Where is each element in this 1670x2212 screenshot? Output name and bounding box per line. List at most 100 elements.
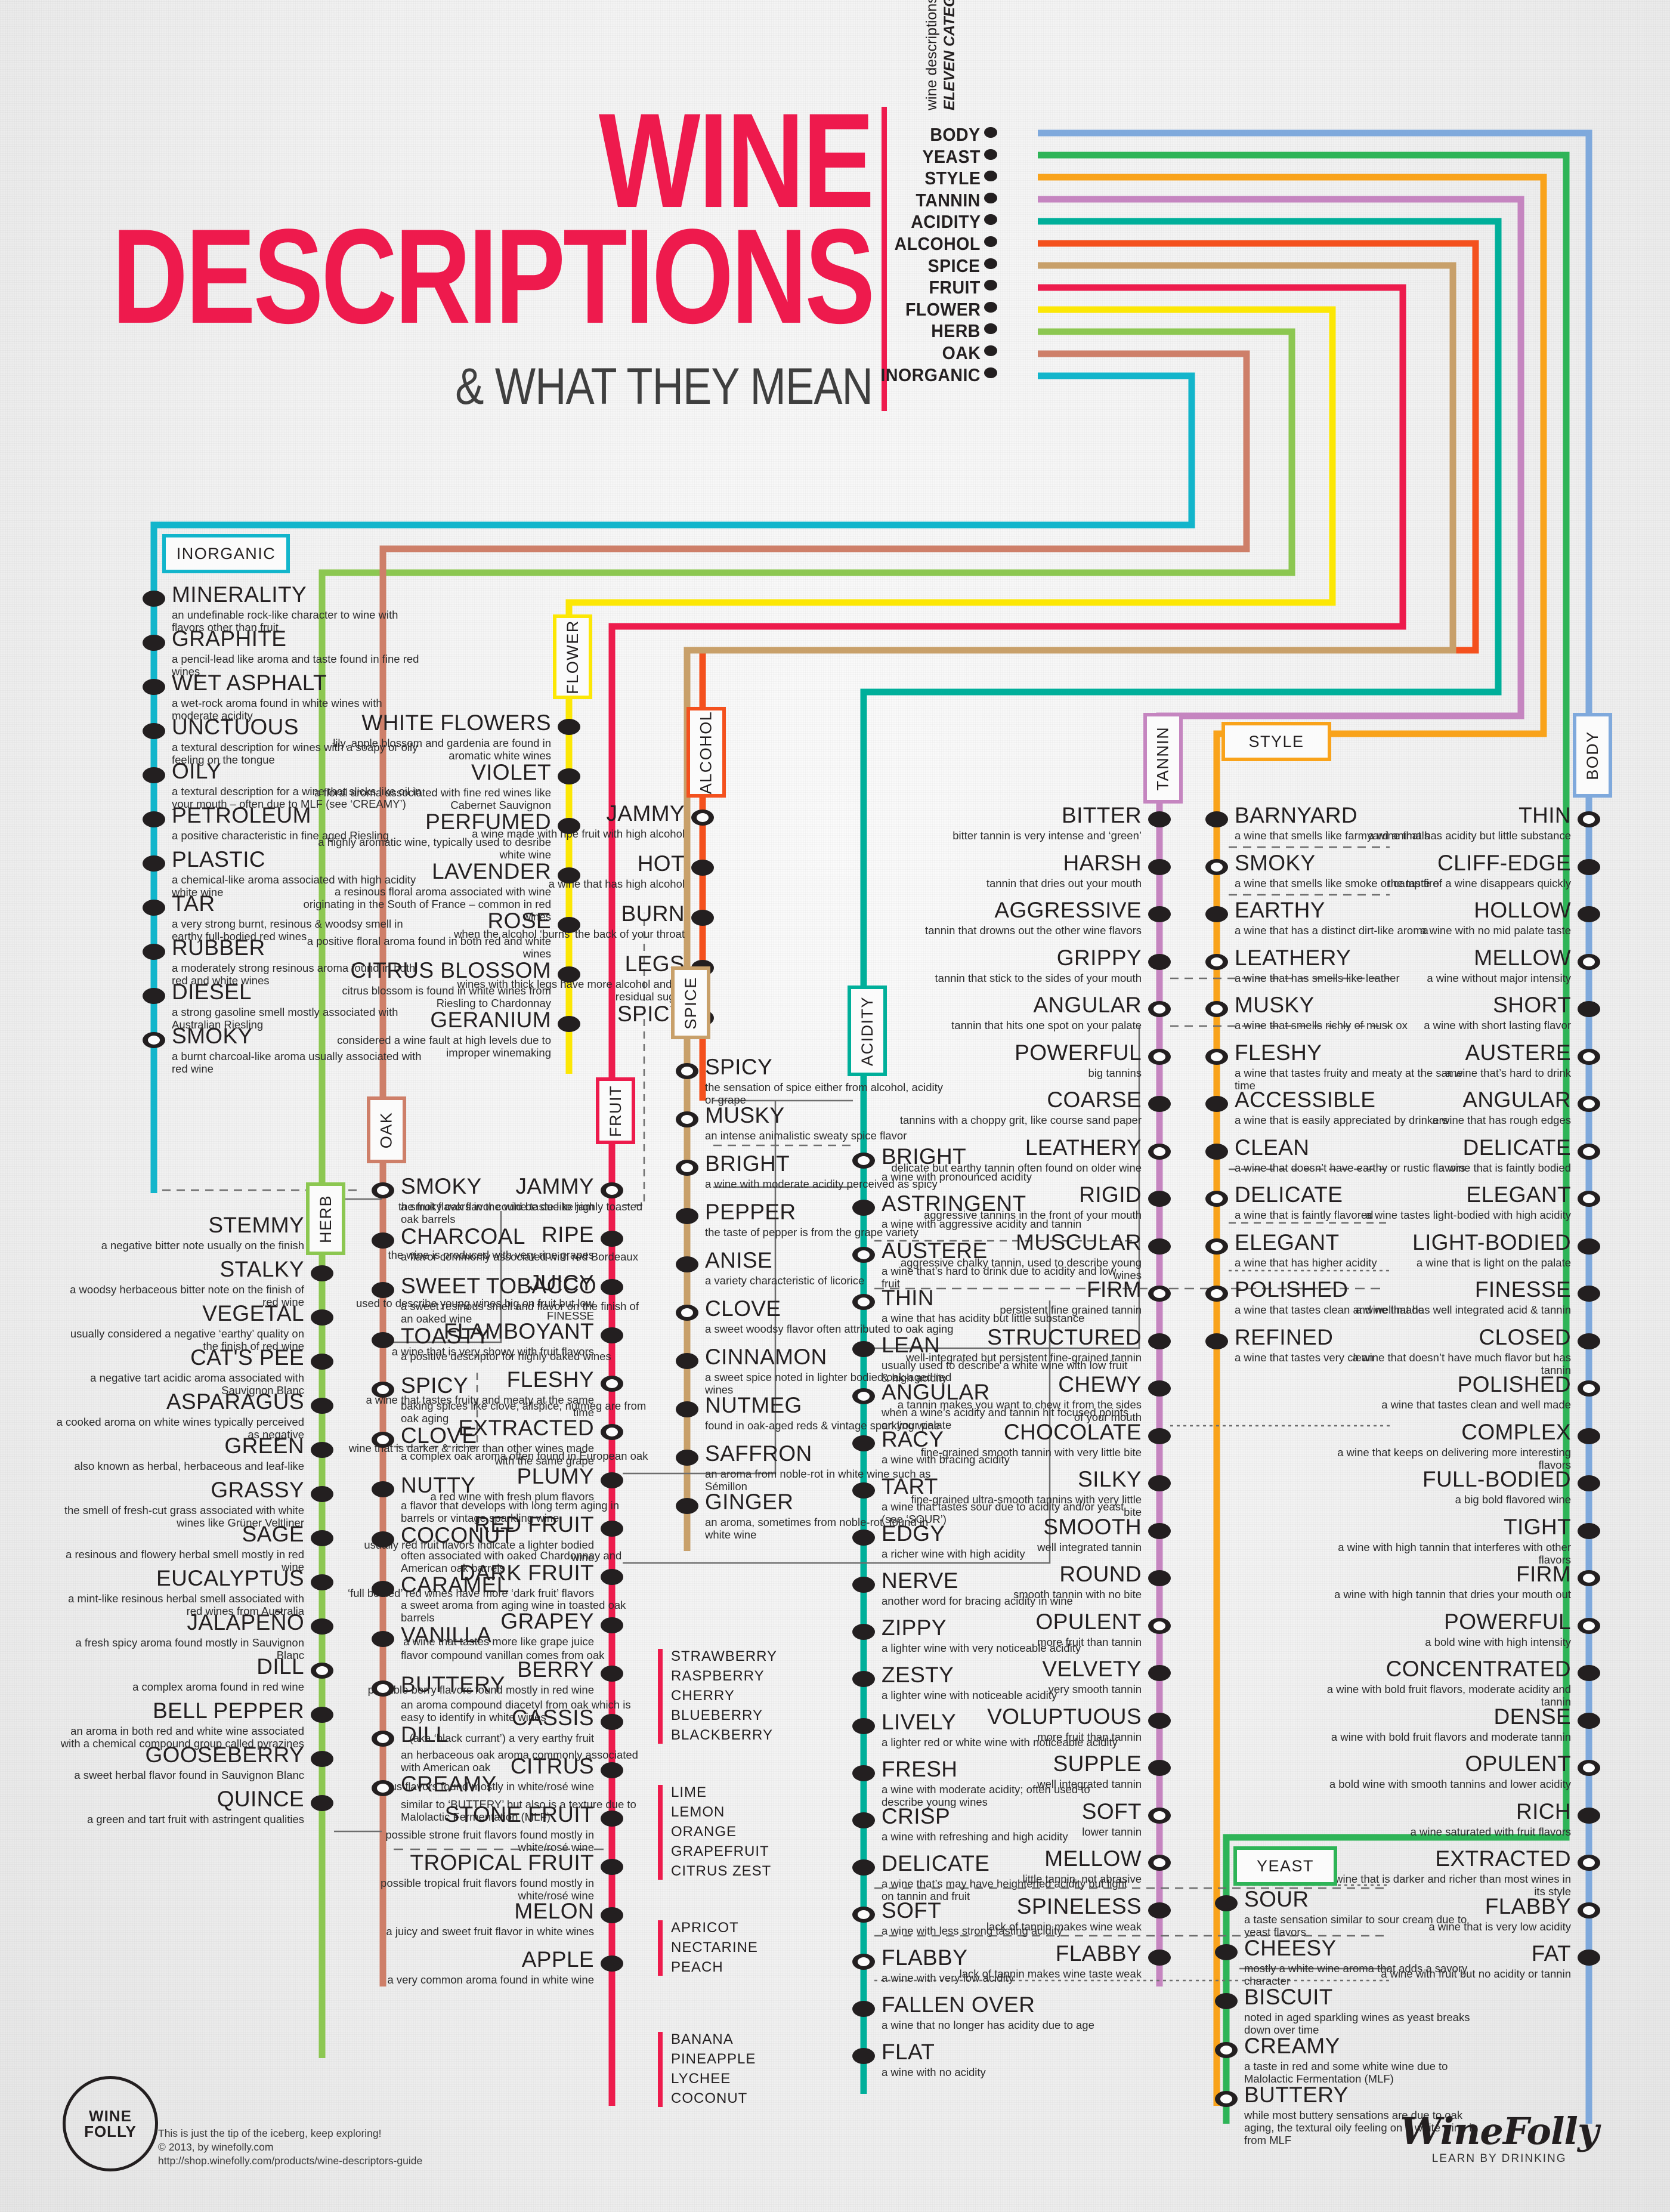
term-entry[interactable]: SHORT a wine with short lasting flavor [1320, 994, 1571, 1031]
term-entry[interactable]: DELICATE a wine that is faintly bodied [1320, 1136, 1571, 1174]
term-entry[interactable]: RIGID aggressive tannins in the front of … [891, 1184, 1142, 1221]
term-entry[interactable]: RACY a wine with bracing acidity [882, 1428, 1132, 1466]
term-entry[interactable]: ACCESSIBLE a wine that is easily apprecia… [1235, 1089, 1485, 1126]
term-entry[interactable]: CREAMY similar to ‘BUTTERY’ but also is a… [401, 1773, 651, 1823]
term-entry[interactable]: JUICY used to describe young wines big on… [344, 1272, 594, 1322]
term-entry[interactable]: SPINELESS lack of tannin makes wine weak [891, 1895, 1142, 1933]
term-entry[interactable]: FLABBY a wine that is very low acidity [1320, 1895, 1571, 1933]
term-entry[interactable]: JALAPEÑO a fresh spicy aroma found mostly… [54, 1611, 304, 1661]
term-entry[interactable]: MUSCULAR aggressive chalky tannin, used t… [891, 1231, 1142, 1281]
term-entry[interactable]: BRIGHT a wine with pronounced acidity [882, 1145, 1132, 1183]
term-entry[interactable]: EUCALYPTUS a mint-like resinous herbal sm… [54, 1567, 304, 1617]
term-entry[interactable]: SAFFRON an aroma from noble-rot in white … [705, 1442, 955, 1493]
term-entry[interactable]: CLOSED a wine that doesn’t have much flav… [1320, 1326, 1571, 1376]
term-entry[interactable]: SOUR a taste sensation similar to sour cr… [1244, 1888, 1495, 1938]
term-entry[interactable]: FLABBY a wine with very low acidity [882, 1947, 1132, 1984]
term-entry[interactable]: DELICATE a wine that is faintly flavored [1235, 1184, 1485, 1221]
term-entry[interactable]: PEPPER the taste of pepper is from the gr… [705, 1201, 955, 1238]
term-entry[interactable]: COARSE tannins with a choppy grit, like c… [891, 1089, 1142, 1126]
term-entry[interactable]: DIESEL a strong gasoline smell mostly ass… [172, 981, 422, 1031]
term-entry[interactable]: SMOKY a wine that smells like smoke or ca… [1235, 852, 1485, 889]
term-entry[interactable]: RED FRUIT usually red fruit flavors indic… [344, 1513, 594, 1564]
term-entry[interactable]: MINERALITY an undefinable rock-like chara… [172, 583, 422, 634]
term-entry[interactable]: TAR a very strong burnt, resinous & woods… [172, 892, 422, 943]
term-entry[interactable]: APPLE a very common aroma found in white … [344, 1948, 594, 1986]
term-entry[interactable]: OILY a textural description for a wine th… [172, 760, 422, 810]
term-entry[interactable]: THIN a wine that has acidity but little s… [882, 1287, 1132, 1324]
term-entry[interactable]: STEMMY a negative bitter note usually on … [54, 1214, 304, 1252]
term-entry[interactable]: ELEGANT a wine tastes light-bodied with h… [1320, 1184, 1572, 1221]
term-entry[interactable]: SOFT a wine with less strong tasting acid… [882, 1899, 1132, 1937]
term-entry[interactable]: ZESTY a lighter wine with noticeable acid… [882, 1664, 1132, 1701]
term-entry[interactable]: CLOVE a sweet woodsy flavor often attribu… [705, 1297, 955, 1335]
term-entry[interactable]: VELVETY very smooth tannin [891, 1658, 1142, 1695]
term-entry[interactable]: STRUCTURED well-integrated but persistent… [891, 1326, 1142, 1364]
term-entry[interactable]: SMOKY a smoky oak flavor could be due to … [401, 1175, 651, 1225]
term-entry[interactable]: AGGRESSIVE tannin that drowns out the oth… [891, 899, 1142, 937]
term-entry[interactable]: TIGHT a wine with high tannin that interf… [1320, 1516, 1571, 1566]
term-entry[interactable]: BUTTERY while most buttery sensations are… [1244, 2084, 1495, 2146]
term-entry[interactable]: GREEN also known as herbal, herbaceous an… [54, 1435, 304, 1472]
term-entry[interactable]: FLESHY a wine that tastes fruity and meat… [1235, 1042, 1485, 1092]
term-entry[interactable]: MUSKY a wine that smells richly of musk o… [1235, 994, 1485, 1031]
term-entry[interactable]: FIRM a wine with high tannin that dries y… [1320, 1563, 1571, 1601]
term-entry[interactable]: LIGHT-BODIED a wine that is light on the … [1320, 1231, 1571, 1269]
term-entry[interactable]: ELEGANT a wine that has higher acidity [1235, 1231, 1485, 1269]
term-entry[interactable]: ASTRINGENT a wine with aggressive acidity… [882, 1192, 1132, 1230]
term-entry[interactable]: CAT'S PEE a negative tart acidic aroma as… [54, 1346, 304, 1397]
term-entry[interactable]: CLIFF-EDGE the taste of a wine disappears… [1320, 852, 1571, 889]
term-entry[interactable]: CHEESY mostly a white wine aroma that add… [1244, 1937, 1495, 1987]
term-entry[interactable]: LEATHERY delicate but earthy tannin often… [891, 1136, 1142, 1174]
term-entry[interactable]: TOASTY a positive descriptor for highly o… [401, 1325, 651, 1363]
term-entry[interactable]: FLESHY a wine that tastes fruity and meat… [344, 1368, 594, 1419]
term-entry[interactable]: OPULENT a bold wine with smooth tannins a… [1320, 1753, 1571, 1790]
term-entry[interactable]: GRASSY the smell of fresh-cut grass assoc… [54, 1479, 304, 1529]
term-entry[interactable]: POLISHED a wine that tastes clean and wel… [1235, 1278, 1485, 1316]
term-entry[interactable]: FINESSE a wine that has well integrated a… [1320, 1278, 1571, 1316]
term-entry[interactable]: NERVE another word for bracing acidity in… [882, 1570, 1132, 1607]
term-entry[interactable]: EARTHY a wine that has a distinct dirt-li… [1235, 899, 1485, 937]
term-entry[interactable]: TART a wine that tastes sour due to acidi… [882, 1475, 1132, 1525]
term-entry[interactable]: CHOCOLATE fine-grained smooth tannin with… [891, 1421, 1142, 1459]
term-entry[interactable]: WHITE FLOWERS lily, apple blossom and gar… [301, 712, 551, 762]
term-entry[interactable]: FULL-BODIED a big bold flavored wine [1320, 1468, 1571, 1506]
term-entry[interactable]: BERRY possible berry flavors found mostly… [344, 1658, 594, 1696]
term-entry[interactable]: AUSTERE a wine that’s hard to drink [1320, 1042, 1571, 1079]
term-entry[interactable]: REFINED a wine that tastes very clean [1235, 1326, 1485, 1364]
term-entry[interactable]: JAMMY the fruit flavors in the wine taste… [344, 1175, 594, 1213]
term-entry[interactable]: SPICY the sensation of spice either from … [705, 1056, 955, 1106]
term-entry[interactable]: CITRUS citrus flavors found mostly in whi… [344, 1755, 594, 1793]
term-entry[interactable]: ROUND smooth tannin with no bite [891, 1563, 1142, 1601]
term-entry[interactable]: NUTMEG found in oak-aged reds & vintage s… [705, 1394, 955, 1432]
term-entry[interactable]: FLABBY lack of tannin makes wine taste we… [891, 1942, 1142, 1980]
term-entry[interactable]: DELICATE a wine that’s may have heightene… [882, 1852, 1132, 1902]
term-entry[interactable]: BISCUIT noted in aged sparkling wines as … [1244, 1986, 1495, 2036]
term-entry[interactable]: PLASTIC a chemical-like aroma associated … [172, 848, 422, 898]
term-entry[interactable]: SMOOTH well integrated tannin [891, 1516, 1142, 1553]
term-entry[interactable]: RUBBER a moderately strong resinous aroma… [172, 937, 422, 987]
term-entry[interactable]: COMPLEX a wine that keeps on delivering m… [1320, 1421, 1571, 1471]
term-entry[interactable]: BRIGHT a wine with moderate acidity perce… [705, 1153, 955, 1190]
term-entry[interactable]: PERFUMED a highly aromatic wine, typicall… [301, 811, 551, 861]
term-entry[interactable]: SILKY fine-grained ultra-smooth tannins w… [891, 1468, 1142, 1518]
term-entry[interactable]: VEGETAL usually considered a negative ‘ea… [54, 1302, 304, 1352]
term-entry[interactable]: ANGULAR tannin that hits one spot on your… [891, 994, 1142, 1031]
term-entry[interactable]: BARNYARD a wine that smells like farmyard… [1235, 804, 1485, 842]
term-entry[interactable]: OPULENT more fruit than tannin [891, 1611, 1142, 1648]
term-entry[interactable]: ROSE a positive floral aroma found in bot… [301, 910, 551, 960]
term-entry[interactable]: WET ASPHALT a wet-rock aroma found in whi… [172, 672, 422, 722]
term-entry[interactable]: PETROLEUM a positive characteristic in fi… [172, 804, 422, 842]
term-entry[interactable]: MELLOW a wine without major intensity [1320, 947, 1571, 984]
term-entry[interactable]: ASPARAGUS a cooked aroma on white wines t… [54, 1391, 304, 1441]
term-entry[interactable]: RICH a wine saturated with fruit flavors [1320, 1800, 1571, 1838]
term-entry[interactable]: CHEWY a tannin makes you want to chew it … [891, 1373, 1142, 1423]
term-entry[interactable]: CHARCOAL a flavor commonly associated wit… [401, 1225, 651, 1263]
term-entry[interactable]: UNCTUOUS a textural description for wines… [172, 716, 422, 766]
term-entry[interactable]: ANGULAR a wine that has rough edges [1320, 1089, 1571, 1126]
term-entry[interactable]: THIN a wine that has acidity but little s… [1320, 804, 1571, 842]
term-entry[interactable]: NUTTY a flavor that develops with long te… [401, 1474, 651, 1524]
term-entry[interactable]: LAVENDER a resinous floral aroma associat… [301, 860, 551, 923]
term-entry[interactable]: EXTRACTED a wine that is darker and riche… [1320, 1848, 1571, 1898]
term-entry[interactable]: MELON a juicy and sweet fruit flavor in w… [344, 1900, 594, 1938]
term-entry[interactable]: GOOSEBERRY a sweet herbal flavor found in… [54, 1744, 304, 1781]
